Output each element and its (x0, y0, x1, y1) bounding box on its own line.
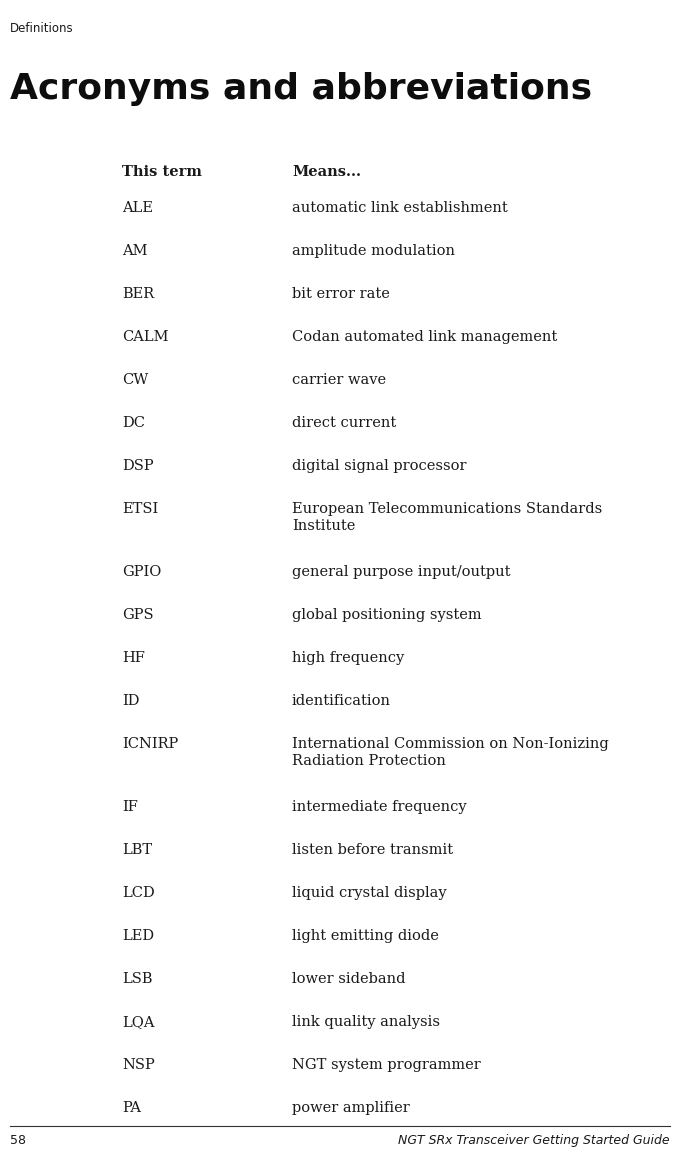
Text: identification: identification (292, 694, 391, 708)
Text: digital signal processor: digital signal processor (292, 459, 466, 473)
Text: Codan automated link management: Codan automated link management (292, 331, 557, 345)
Text: CW: CW (122, 372, 148, 386)
Text: carrier wave: carrier wave (292, 372, 386, 386)
Text: NGT system programmer: NGT system programmer (292, 1058, 481, 1072)
Text: IF: IF (122, 800, 138, 814)
Text: ETSI: ETSI (122, 502, 158, 516)
Text: CALM: CALM (122, 331, 168, 345)
Text: LED: LED (122, 929, 154, 943)
Text: GPS: GPS (122, 608, 154, 622)
Text: power amplifier: power amplifier (292, 1101, 410, 1115)
Text: Means...: Means... (292, 165, 361, 179)
Text: ICNIRP: ICNIRP (122, 737, 178, 751)
Text: LBT: LBT (122, 843, 152, 857)
Text: NGT SRx Transceiver Getting Started Guide: NGT SRx Transceiver Getting Started Guid… (398, 1134, 670, 1147)
Text: NSP: NSP (122, 1058, 154, 1072)
Text: bit error rate: bit error rate (292, 288, 390, 301)
Text: ID: ID (122, 694, 140, 708)
Text: high frequency: high frequency (292, 651, 404, 665)
Text: This term: This term (122, 165, 202, 179)
Text: PA: PA (122, 1101, 141, 1115)
Text: 58: 58 (10, 1134, 26, 1147)
Text: BER: BER (122, 288, 154, 301)
Text: automatic link establishment: automatic link establishment (292, 201, 507, 215)
Text: HF: HF (122, 651, 145, 665)
Text: LSB: LSB (122, 972, 152, 986)
Text: GPIO: GPIO (122, 565, 161, 579)
Text: Acronyms and abbreviations: Acronyms and abbreviations (10, 72, 592, 106)
Text: LCD: LCD (122, 886, 154, 900)
Text: LQA: LQA (122, 1015, 154, 1029)
Text: European Telecommunications Standards
Institute: European Telecommunications Standards In… (292, 502, 603, 533)
Text: AM: AM (122, 244, 147, 258)
Text: general purpose input/output: general purpose input/output (292, 565, 510, 579)
Text: DC: DC (122, 416, 145, 430)
Text: link quality analysis: link quality analysis (292, 1015, 440, 1029)
Text: lower sideband: lower sideband (292, 972, 405, 986)
Text: listen before transmit: listen before transmit (292, 843, 453, 857)
Text: direct current: direct current (292, 416, 396, 430)
Text: global positioning system: global positioning system (292, 608, 482, 622)
Text: DSP: DSP (122, 459, 154, 473)
Text: light emitting diode: light emitting diode (292, 929, 439, 943)
Text: International Commission on Non-Ionizing
Radiation Protection: International Commission on Non-Ionizing… (292, 737, 609, 768)
Text: ALE: ALE (122, 201, 153, 215)
Text: liquid crystal display: liquid crystal display (292, 886, 447, 900)
Text: amplitude modulation: amplitude modulation (292, 244, 455, 258)
Text: Definitions: Definitions (10, 22, 73, 35)
Text: intermediate frequency: intermediate frequency (292, 800, 467, 814)
